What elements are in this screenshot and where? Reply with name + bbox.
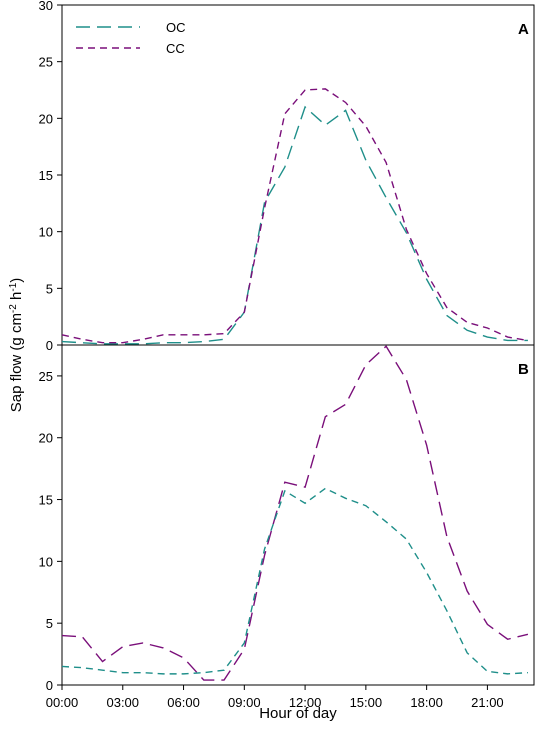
panel-a-series-cc	[61, 88, 529, 344]
panel-a-y-tick-label: 0	[46, 338, 53, 353]
x-axis-title: Hour of day	[259, 705, 337, 722]
panel-b-y-tick-label: 10	[39, 554, 53, 569]
panel-b-label: B	[518, 361, 529, 378]
panel-a-y-tick-label: 15	[39, 168, 53, 183]
panel-a-frame	[61, 4, 535, 346]
panel-b-series-cc	[61, 345, 529, 681]
x-axis-ticks: 00:00 03:00 06:00 09:00 12:00 15:00 18:00 21:00	[46, 685, 504, 710]
x-tick-label: 06:00	[167, 695, 200, 710]
y-axis-title: Sap flow (g cm-2 h-1)	[8, 278, 26, 413]
panel-a-lines	[61, 88, 529, 345]
x-tick-label: 15:00	[350, 695, 383, 710]
panel-a-y-tick-label: 5	[46, 281, 53, 296]
x-tick-label: 00:00	[46, 695, 79, 710]
legend: OC CC	[76, 20, 186, 56]
x-tick-label: 03:00	[106, 695, 139, 710]
panel-a-series-oc	[61, 105, 528, 345]
panel-b-y-tick-label: 15	[39, 493, 53, 508]
panel-b-lines	[61, 345, 529, 681]
legend-label-cc: CC	[166, 41, 185, 56]
panel-b-series-oc	[61, 487, 528, 675]
panel-b-y-tick-label: 5	[46, 616, 53, 631]
x-tick-label: 21:00	[471, 695, 504, 710]
legend-label-oc: OC	[166, 20, 186, 35]
panel-b-y-tick-label: 20	[39, 431, 53, 446]
x-tick-label: 12:00	[289, 695, 322, 710]
x-tick-label: 09:00	[228, 695, 261, 710]
panel-a: A OC CC 0 5 10 15 20 25 30	[39, 0, 535, 353]
panel-b: B 0 5 10 15 20 25	[39, 344, 535, 693]
panel-b-y-tick-label: 25	[39, 369, 53, 384]
panel-b-y-tick-label: 0	[46, 678, 53, 693]
panel-a-y-tick-label: 20	[39, 111, 53, 126]
panel-a-y-tick-label: 30	[39, 0, 53, 13]
panel-a-y-ticks: 0 5 10 15 20 25 30	[39, 0, 62, 353]
panel-a-y-tick-label: 10	[39, 225, 53, 240]
panel-a-label: A	[518, 21, 529, 38]
panel-b-y-ticks: 0 5 10 15 20 25	[39, 369, 62, 693]
x-tick-label: 18:00	[410, 695, 443, 710]
panel-b-frame	[61, 344, 535, 686]
panel-a-y-tick-label: 25	[39, 55, 53, 70]
